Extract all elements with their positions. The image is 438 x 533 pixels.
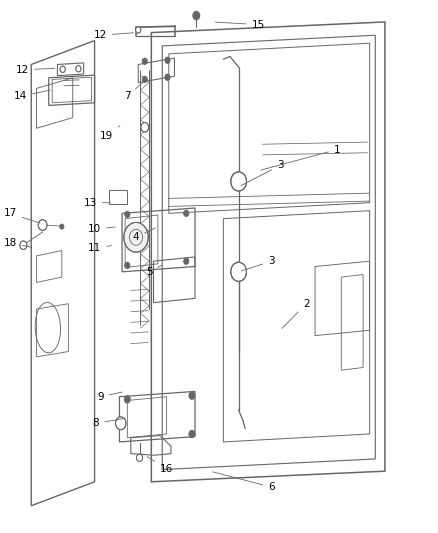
Circle shape <box>136 27 141 33</box>
Text: 6: 6 <box>213 472 275 492</box>
Circle shape <box>124 222 148 252</box>
Circle shape <box>189 392 195 399</box>
Text: 8: 8 <box>92 418 124 429</box>
Text: 11: 11 <box>88 243 111 253</box>
Text: 17: 17 <box>4 208 40 223</box>
Circle shape <box>137 454 143 462</box>
Circle shape <box>193 11 200 20</box>
Circle shape <box>60 224 64 229</box>
Circle shape <box>184 258 189 264</box>
Text: 14: 14 <box>14 90 50 101</box>
Circle shape <box>76 66 81 72</box>
Text: 5: 5 <box>146 265 162 277</box>
Text: 13: 13 <box>84 198 110 208</box>
Text: 15: 15 <box>215 20 265 30</box>
Text: 2: 2 <box>282 298 310 328</box>
Circle shape <box>20 241 27 249</box>
Text: 4: 4 <box>133 228 155 243</box>
Text: 18: 18 <box>4 238 31 247</box>
Circle shape <box>125 211 130 217</box>
Circle shape <box>142 58 148 64</box>
Circle shape <box>165 57 170 63</box>
Text: 1: 1 <box>261 144 340 170</box>
Circle shape <box>60 66 65 72</box>
Circle shape <box>184 210 189 216</box>
Text: 12: 12 <box>94 30 133 41</box>
Circle shape <box>116 417 126 430</box>
Text: 7: 7 <box>124 82 143 101</box>
Text: 3: 3 <box>241 160 283 185</box>
Text: 16: 16 <box>147 457 173 473</box>
Circle shape <box>125 262 130 269</box>
Circle shape <box>142 76 148 83</box>
Circle shape <box>189 430 195 438</box>
Circle shape <box>231 262 247 281</box>
Circle shape <box>38 220 47 230</box>
Text: 9: 9 <box>97 392 122 402</box>
Circle shape <box>124 395 131 403</box>
Circle shape <box>141 123 149 132</box>
Circle shape <box>165 74 170 80</box>
Text: 3: 3 <box>241 256 275 271</box>
Text: 12: 12 <box>16 65 55 75</box>
Text: 10: 10 <box>88 224 115 235</box>
Text: 19: 19 <box>100 126 120 141</box>
Circle shape <box>231 172 247 191</box>
